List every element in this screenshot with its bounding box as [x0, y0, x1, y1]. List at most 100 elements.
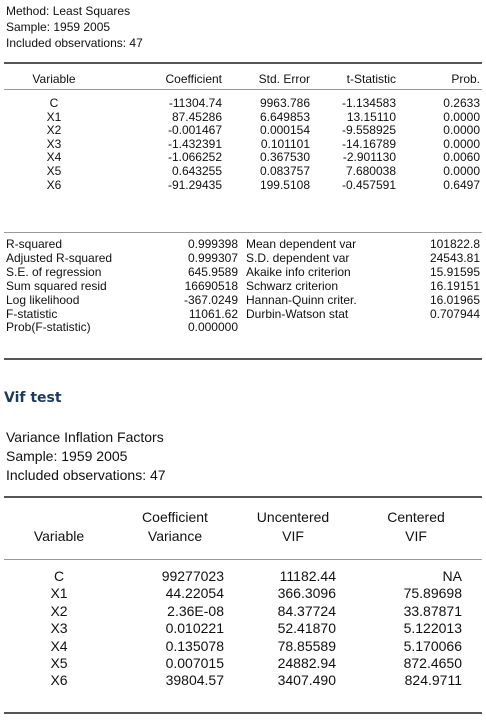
regression-header: Method: Least Squares Sample: 1959 2005 … [0, 0, 486, 51]
vif-row: X5 0.007015 24882.94 872.4650 [4, 655, 482, 672]
vif-sample-label: Sample: 1959 2005 [6, 448, 128, 464]
prob-cell: 0.0000 [443, 109, 480, 124]
vif-coef-variance-cell: 99277023 [161, 568, 224, 584]
variable-cell: X2 [46, 123, 62, 138]
statistic-value-2: 15.91595 [429, 264, 480, 279]
vif-centered-cell: 872.4650 [403, 655, 462, 672]
vif-bottom-rule [4, 712, 482, 714]
std-error-cell: 199.5108 [259, 177, 310, 192]
variable-cell: X4 [46, 150, 62, 165]
statistic-row: Prob(F-statistic) 0.000000 [4, 321, 482, 335]
statistic-value-2: 16.19151 [429, 278, 480, 293]
vif-col-uncentered-1: Uncentered [256, 509, 330, 525]
statistic-value: -367.0249 [183, 292, 238, 307]
vif-variable-cell: X1 [50, 585, 68, 602]
vif-top-rule [4, 496, 482, 498]
vif-section-heading: Vif test [4, 390, 62, 406]
coefficient-table-body: C -11304.74 9963.786 -1.134583 0.2633 X1 87.45… [4, 96, 482, 192]
statistic-label-2: Akaike info criterion [246, 264, 351, 279]
coefficient-cell: -91.29435 [167, 177, 222, 192]
t-statistic-cell: 7.680038 [345, 163, 396, 178]
statistic-label: Log likelihood [6, 292, 80, 307]
coefficient-cell: -1.066252 [167, 150, 222, 165]
vif-row: X3 0.010221 52.41870 5.122013 [4, 620, 482, 637]
vif-header: Variance Inflation Factors Sample: 1959 … [0, 424, 486, 485]
vif-coef-variance-cell: 2.36E-08 [167, 602, 224, 619]
prob-cell: 0.0000 [443, 123, 480, 138]
col-prob: Prob. [451, 72, 480, 86]
statistic-value: 16690518 [184, 278, 238, 293]
vif-coef-variance-cell: 44.22054 [165, 585, 224, 602]
vif-coef-variance-cell: 0.007015 [165, 655, 224, 672]
col-std-error: Std. Error [258, 72, 310, 86]
vif-observations-label: Included observations: 47 [6, 467, 166, 483]
vif-header-rule [4, 559, 482, 560]
coefficient-row: X5 0.643255 0.083757 7.680038 0.0000 [4, 163, 482, 179]
std-error-cell: 9963.786 [259, 96, 310, 110]
vif-table-header: Variable Coefficient Uncentered Centered [4, 508, 482, 544]
prob-cell: 0.2633 [443, 96, 480, 110]
vif-variable-cell: X2 [50, 602, 68, 619]
statistic-value-2: 24543.81 [429, 250, 480, 265]
col-coefficient: Coefficient [165, 72, 222, 86]
t-statistic-cell: -14.16789 [341, 136, 396, 151]
t-statistic-cell: -2.901130 [342, 150, 396, 165]
vif-col-coef-var-2: Variance [147, 528, 203, 544]
statistic-label: Adjusted R-squared [6, 250, 113, 265]
vif-col-variable: Variable [33, 528, 85, 544]
statistic-label: F-statistic [6, 306, 58, 321]
vif-coef-variance-cell: 0.135078 [165, 637, 224, 654]
std-error-cell: 0.367530 [259, 150, 310, 165]
prob-cell: 0.0000 [443, 163, 480, 178]
variable-cell: C [49, 96, 59, 110]
statistic-label-2: Durbin-Watson stat [246, 306, 349, 321]
statistic-value-2: 101822.8 [429, 237, 480, 251]
std-error-cell: 0.101101 [260, 136, 310, 151]
statistic-value-2 [400, 321, 482, 335]
statistic-value-2: 0.707944 [429, 306, 480, 321]
statistic-row: Adjusted R-squared 0.999307 S.D. dependent… [4, 250, 482, 266]
vif-table: Variable Coefficient Uncentered Centered… [4, 508, 482, 690]
std-error-cell: 6.649853 [259, 109, 310, 124]
table-bottom-rule [4, 358, 482, 360]
statistic-value-2: 16.01965 [429, 292, 480, 307]
statistic-label: R-squared [6, 237, 63, 251]
vif-centered-cell: NA [442, 568, 462, 584]
col-variable: Variable [32, 72, 76, 86]
t-statistic-cell: -1.134583 [341, 96, 396, 110]
statistic-label-2 [246, 321, 400, 335]
vif-uncentered-cell: 78.85589 [277, 637, 336, 654]
vif-col-centered-1: Centered [387, 509, 445, 525]
stats-rule [4, 232, 482, 233]
variable-cell: X6 [46, 177, 62, 192]
vif-col-centered-2: VIF [405, 528, 427, 544]
vif-coef-variance-cell: 39804.57 [165, 672, 224, 689]
statistic-row: R-squared 0.999398 Mean dependent var 10182… [4, 237, 482, 252]
vif-coef-variance-cell: 0.010221 [165, 620, 224, 637]
vif-row: X6 39804.57 3407.490 824.9711 [4, 672, 482, 689]
statistic-value: 0.999398 [187, 237, 238, 251]
coefficient-table: Variable Coefficient Std. Error t-Statis… [4, 70, 482, 192]
coefficient-row: X4 -1.066252 0.367530 -2.901130 0.0060 [4, 151, 482, 165]
coefficient-cell: -11304.74 [168, 96, 222, 110]
statistic-label: Prob(F-statistic) [6, 320, 91, 335]
variable-cell: X5 [46, 163, 62, 178]
statistic-value: 0.000000 [187, 320, 238, 335]
vif-title: Variance Inflation Factors [6, 429, 164, 445]
vif-uncentered-cell: 366.3096 [277, 585, 336, 602]
statistic-value: 0.999307 [187, 250, 238, 265]
vif-row: X2 2.36E-08 84.37724 33.87871 [4, 603, 482, 620]
method-label: Method: Least Squares [6, 4, 131, 18]
vif-variable-cell: X3 [50, 620, 68, 637]
vif-row: X1 44.22054 366.3096 75.89698 [4, 585, 482, 602]
vif-centered-cell: 824.9711 [404, 672, 462, 689]
table-top-rule [4, 62, 482, 64]
std-error-cell: 0.083757 [259, 163, 310, 178]
sample-label: Sample: 1959 2005 [6, 20, 111, 34]
vif-uncentered-cell: 11182.44 [279, 568, 336, 584]
variable-cell: X3 [46, 136, 62, 151]
coefficient-row: X3 -1.432391 0.101101 -14.16789 0.0000 [4, 136, 482, 152]
statistics-table: R-squared 0.999398 Mean dependent var 10182… [4, 237, 482, 335]
coefficient-table-header: Variable Coefficient Std. Error t-Statis… [4, 70, 482, 88]
std-error-cell: 0.000154 [259, 123, 310, 138]
